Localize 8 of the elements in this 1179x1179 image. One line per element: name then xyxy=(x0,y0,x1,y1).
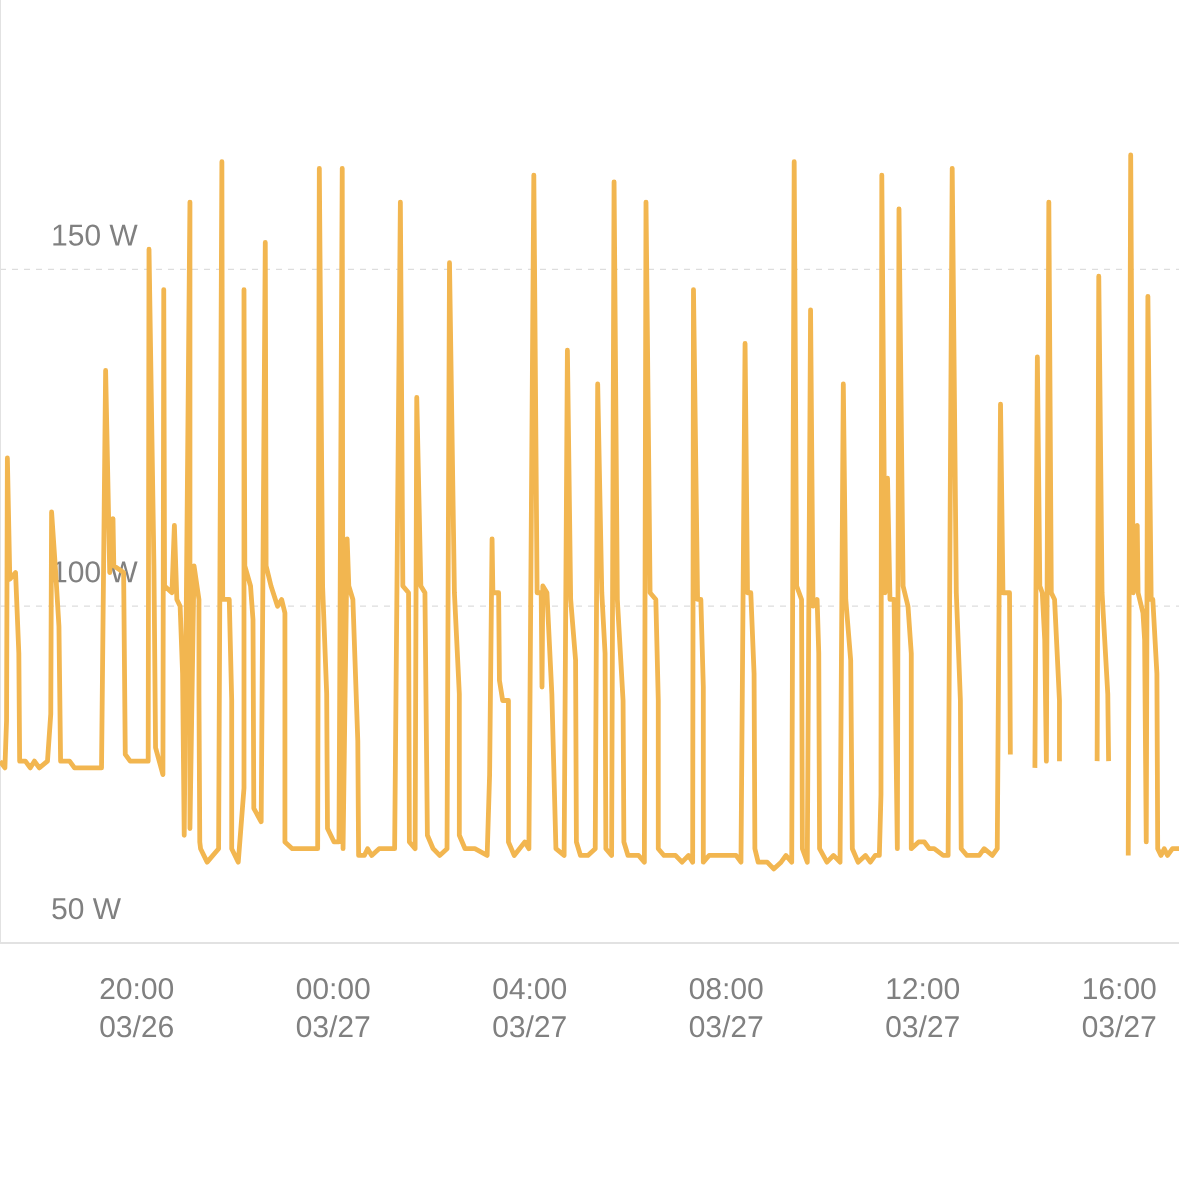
x-tick-label: 12:00 03/27 xyxy=(886,978,960,1038)
y-tick-label: 50 W xyxy=(52,898,121,920)
x-tick-label: 00:00 03/27 xyxy=(296,978,370,1038)
x-tick-label: 04:00 03/27 xyxy=(493,978,567,1038)
x-tick-label: 20:00 03/26 xyxy=(100,978,174,1038)
x-tick-label: 16:00 03/27 xyxy=(1082,978,1156,1038)
y-tick-label: 150 W xyxy=(53,224,138,246)
x-tick-label: 08:00 03/27 xyxy=(689,978,763,1038)
